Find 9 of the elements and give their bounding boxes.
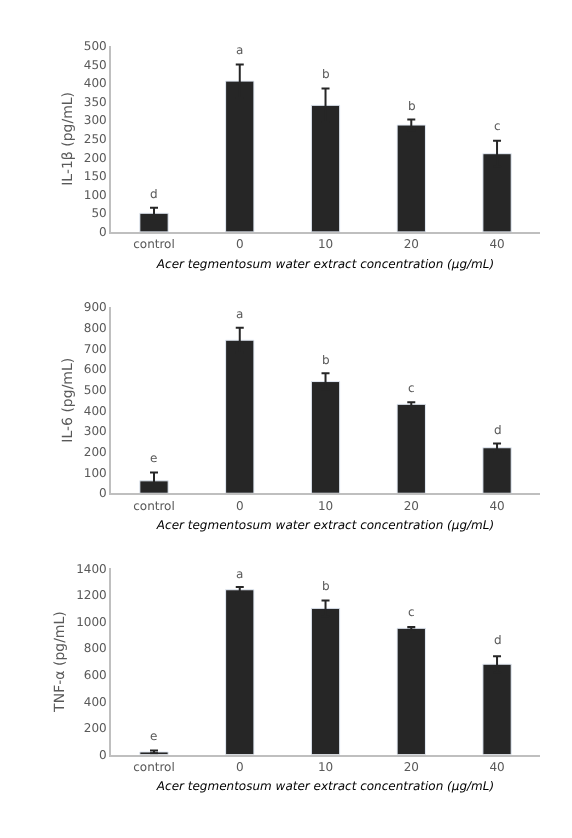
- bar: [482, 447, 512, 494]
- bar: [225, 589, 255, 755]
- bar: [396, 403, 426, 494]
- bar: [139, 480, 169, 494]
- bar: [396, 124, 426, 232]
- bar: [310, 607, 341, 755]
- bar: [482, 663, 512, 755]
- bar: [396, 627, 426, 755]
- bar: [139, 212, 169, 232]
